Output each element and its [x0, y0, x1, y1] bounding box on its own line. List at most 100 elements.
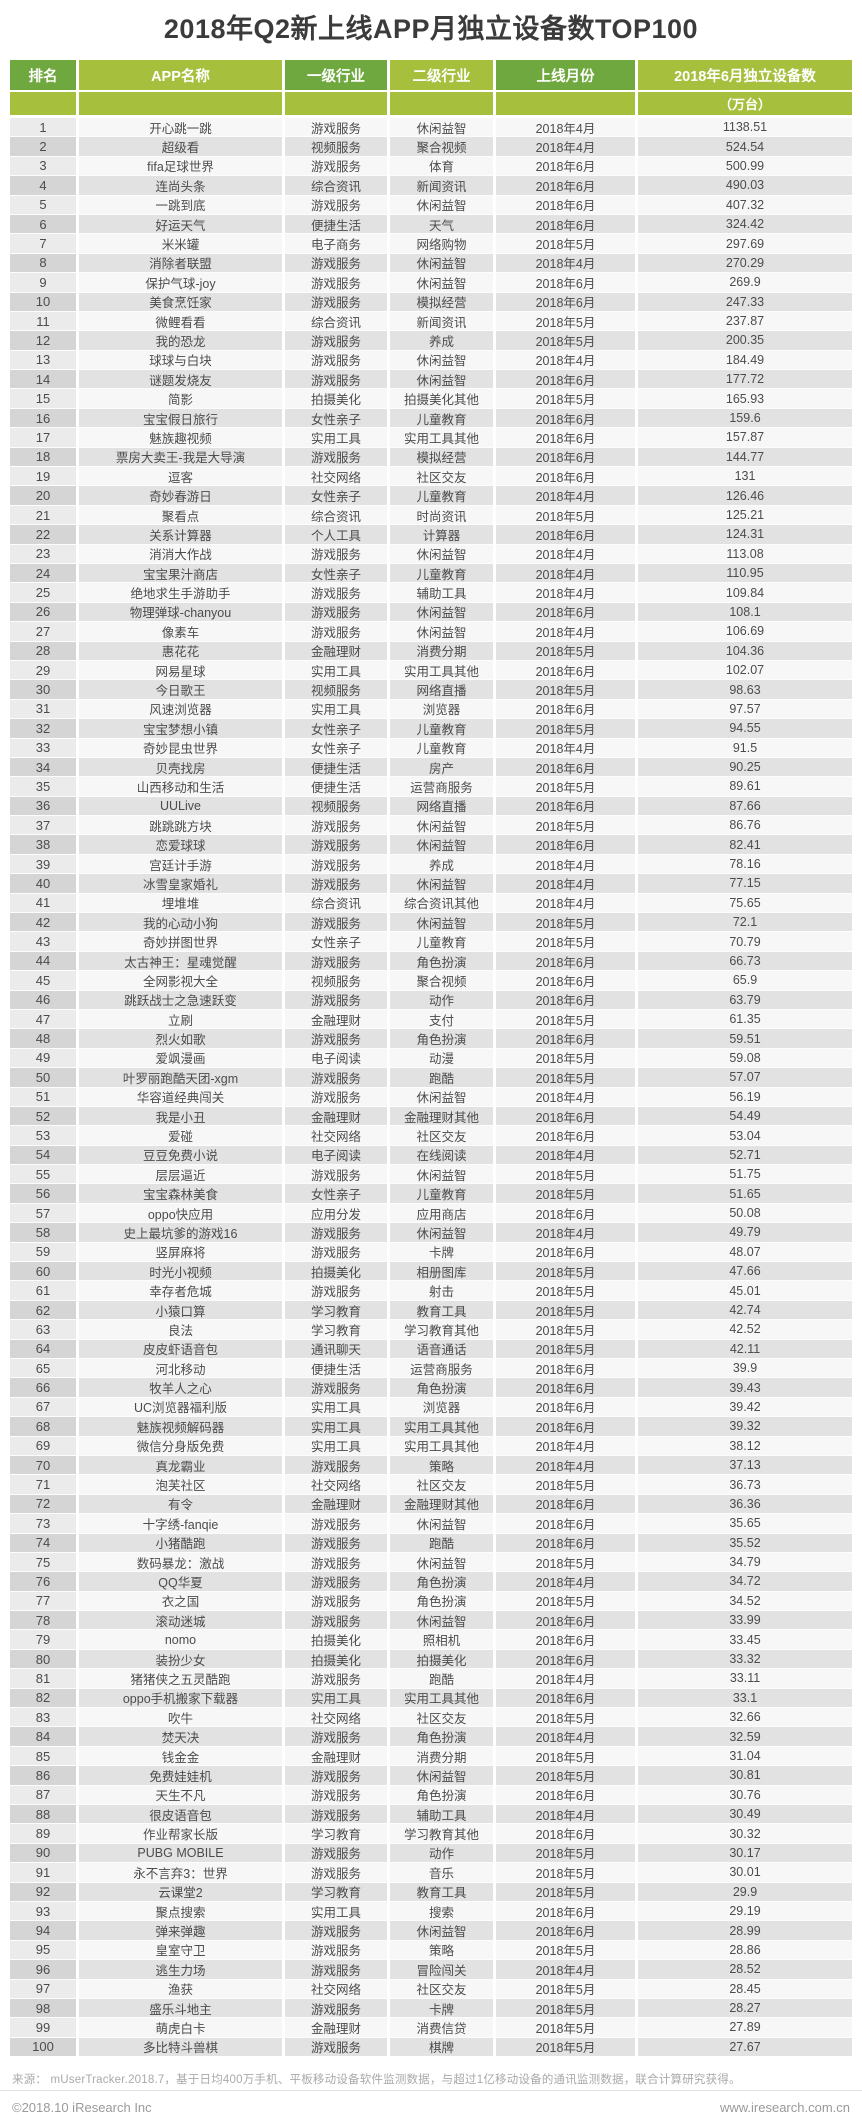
table-row: 31 风速浏览器 实用工具 浏览器 2018年6月 97.57 [10, 699, 852, 720]
devices-cell: 34.79 [638, 1552, 852, 1573]
app-name-cell: 焚天决 [79, 1727, 282, 1747]
table-row: 72 有令 金融理财 金融理财其他 2018年6月 36.36 [10, 1494, 852, 1515]
industry1-cell: 游戏服务 [285, 447, 387, 468]
launch-month-cell: 2018年4月 [496, 893, 635, 914]
table-row: 61 幸存者危城 游戏服务 射击 2018年5月 45.01 [10, 1281, 852, 1301]
industry2-cell: 休闲益智 [390, 1223, 493, 1243]
table-row: 96 逃生力场 游戏服务 冒险闯关 2018年4月 28.52 [10, 1960, 852, 1980]
industry2-cell: 社区交友 [390, 1475, 493, 1495]
app-name-cell: 物理弹球-chanyou [79, 602, 282, 623]
table-row: 84 焚天决 游戏服务 角色扮演 2018年4月 32.59 [10, 1727, 852, 1747]
devices-cell: 28.99 [638, 1921, 852, 1941]
table-row: 5 一跳到底 游戏服务 休闲益智 2018年6月 407.32 [10, 195, 852, 215]
industry1-cell: 金融理财 [285, 1494, 387, 1515]
table-row: 16 宝宝假日旅行 女性亲子 儿童教育 2018年6月 159.6 [10, 408, 852, 429]
industry1-cell: 综合资讯 [285, 311, 387, 332]
industry1-cell: 游戏服务 [285, 1068, 387, 1088]
launch-month-cell: 2018年5月 [496, 1998, 635, 2019]
app-name-cell: 超级看 [79, 137, 282, 157]
table-row: 17 魅族趣视频 实用工具 实用工具其他 2018年6月 157.87 [10, 428, 852, 448]
rank-cell: 2 [10, 137, 76, 157]
table-row: 58 史上最坑爹的游戏16 游戏服务 休闲益智 2018年4月 49.79 [10, 1223, 852, 1243]
launch-month-cell: 2018年4月 [496, 874, 635, 894]
rank-cell: 71 [10, 1475, 76, 1495]
rank-cell: 29 [10, 660, 76, 681]
app-name-cell: 吹牛 [79, 1708, 282, 1728]
devices-cell: 42.52 [638, 1320, 852, 1340]
app-name-cell: 聚点搜索 [79, 1901, 282, 1922]
app-name-cell: 皮皮虾语音包 [79, 1339, 282, 1359]
rank-cell: 15 [10, 389, 76, 409]
table-row: 64 皮皮虾语音包 通讯聊天 语音通话 2018年5月 42.11 [10, 1339, 852, 1359]
industry2-cell: 支付 [390, 1009, 493, 1030]
devices-cell: 247.33 [638, 292, 852, 312]
industry2-cell: 休闲益智 [390, 118, 493, 138]
launch-month-cell: 2018年5月 [496, 1843, 635, 1864]
app-name-cell: 立刷 [79, 1009, 282, 1030]
table-row: 74 小猪酷跑 游戏服务 跑酷 2018年6月 35.52 [10, 1533, 852, 1553]
launch-month-cell: 2018年6月 [496, 1203, 635, 1224]
industry2-cell: 聚合视频 [390, 137, 493, 157]
launch-month-cell: 2018年5月 [496, 1165, 635, 1185]
industry2-cell: 模拟经营 [390, 292, 493, 312]
table-row: 30 今日歌王 视频服务 网络直播 2018年5月 98.63 [10, 680, 852, 700]
app-name-cell: oppo快应用 [79, 1203, 282, 1224]
table-row: 99 萌虎白卡 金融理财 消费信贷 2018年5月 27.89 [10, 2018, 852, 2038]
rank-cell: 24 [10, 563, 76, 584]
rank-cell: 14 [10, 370, 76, 390]
launch-month-cell: 2018年6月 [496, 467, 635, 487]
industry1-cell: 游戏服务 [285, 816, 387, 836]
industry2-cell: 浏览器 [390, 1397, 493, 1418]
table-row: 66 牧羊人之心 游戏服务 角色扮演 2018年6月 39.43 [10, 1378, 852, 1398]
industry1-cell: 游戏服务 [285, 1785, 387, 1805]
industry1-cell: 学习教育 [285, 1824, 387, 1844]
app-name-cell: 惠花花 [79, 641, 282, 661]
unit-cell-blank [285, 92, 387, 115]
launch-month-cell: 2018年6月 [496, 971, 635, 991]
rank-cell: 72 [10, 1494, 76, 1515]
launch-month-cell: 2018年6月 [496, 1688, 635, 1709]
column-header-industry1: 一级行业 [285, 60, 387, 90]
table-row: 21 聚看点 综合资讯 时尚资讯 2018年5月 125.21 [10, 505, 852, 526]
industry2-cell: 实用工具其他 [390, 1436, 493, 1456]
table-row: 95 皇室守卫 游戏服务 策略 2018年5月 28.86 [10, 1940, 852, 1961]
devices-cell: 27.89 [638, 2018, 852, 2038]
industry2-cell: 浏览器 [390, 699, 493, 720]
devices-cell: 53.04 [638, 1126, 852, 1146]
devices-cell: 31.04 [638, 1746, 852, 1767]
app-name-cell: 魅族趣视频 [79, 428, 282, 448]
launch-month-cell: 2018年4月 [496, 486, 635, 506]
devices-cell: 144.77 [638, 447, 852, 468]
app-name-cell: 网易星球 [79, 660, 282, 681]
table-row: 67 UC浏览器福利版 实用工具 浏览器 2018年6月 39.42 [10, 1397, 852, 1418]
table-row: 22 关系计算器 个人工具 计算器 2018年6月 124.31 [10, 525, 852, 545]
industry2-cell: 网络直播 [390, 680, 493, 700]
launch-month-cell: 2018年5月 [496, 234, 635, 254]
industry1-cell: 游戏服务 [285, 1455, 387, 1476]
industry2-cell: 实用工具其他 [390, 1688, 493, 1709]
launch-month-cell: 2018年6月 [496, 1126, 635, 1146]
launch-month-cell: 2018年5月 [496, 1475, 635, 1495]
rank-cell: 42 [10, 913, 76, 933]
app-name-cell: 宝宝梦想小镇 [79, 719, 282, 739]
industry1-cell: 游戏服务 [285, 1921, 387, 1941]
app-name-cell: 小猿口算 [79, 1300, 282, 1321]
industry1-cell: 游戏服务 [285, 273, 387, 293]
table-row: 82 oppo手机搬家下载器 实用工具 实用工具其他 2018年6月 33.1 [10, 1688, 852, 1709]
app-name-cell: 爱飒漫画 [79, 1048, 282, 1069]
devices-cell: 524.54 [638, 137, 852, 157]
launch-month-cell: 2018年4月 [496, 738, 635, 758]
app-name-cell: 烈火如歌 [79, 1029, 282, 1049]
industry2-cell: 模拟经营 [390, 447, 493, 468]
industry2-cell: 儿童教育 [390, 719, 493, 739]
launch-month-cell: 2018年6月 [496, 1029, 635, 1049]
table-row: 34 贝壳找房 便捷生活 房产 2018年6月 90.25 [10, 757, 852, 778]
launch-month-cell: 2018年4月 [496, 1455, 635, 1476]
devices-cell: 39.43 [638, 1378, 852, 1398]
industry1-cell: 实用工具 [285, 1397, 387, 1418]
app-name-cell: 有令 [79, 1494, 282, 1515]
app-name-cell: 奇妙春游日 [79, 486, 282, 506]
rank-cell: 63 [10, 1320, 76, 1340]
app-name-cell: UULive [79, 796, 282, 817]
industry1-cell: 电子阅读 [285, 1048, 387, 1069]
